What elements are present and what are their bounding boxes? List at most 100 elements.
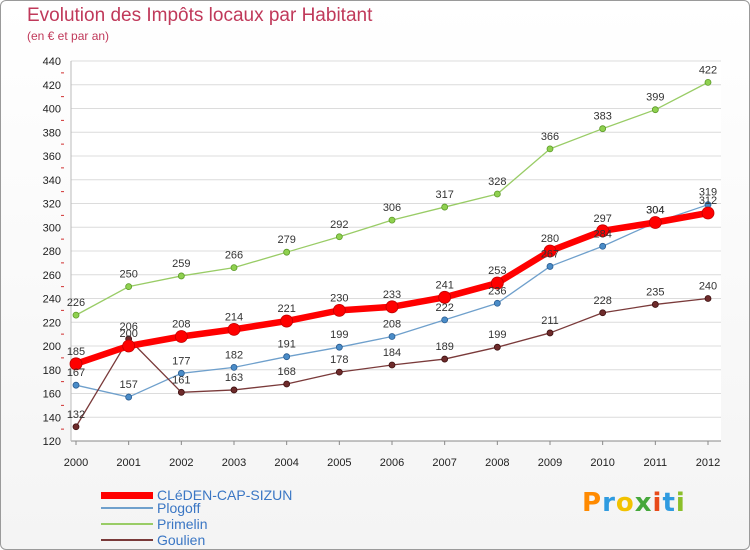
data-point: [230, 363, 238, 371]
y-tick-label: 140: [43, 412, 61, 424]
data-point: [543, 244, 557, 258]
data-label: 199: [488, 329, 506, 341]
logo-letter: i: [675, 488, 686, 518]
data-label: 221: [277, 303, 295, 315]
y-tick-label: 260: [43, 270, 61, 282]
data-point: [441, 203, 449, 211]
data-label: 383: [593, 111, 611, 123]
data-point: [72, 423, 80, 431]
data-label: 259: [172, 258, 190, 270]
legend-item: Plogoff: [101, 500, 200, 516]
y-tick-label: 240: [43, 294, 61, 306]
data-point: [177, 369, 185, 377]
y-tick-label: 180: [43, 365, 61, 377]
data-label: 319: [699, 187, 717, 199]
x-tick-label: 2000: [64, 457, 88, 469]
legend-item: Primelin: [101, 516, 208, 532]
x-tick-label: 2012: [696, 457, 720, 469]
data-label-layer: 226 250 259 266 279 292 306 317 328 366 383 399 422 1…: [67, 64, 717, 420]
data-point: [490, 276, 504, 290]
data-label: 366: [541, 131, 559, 143]
data-point: [388, 216, 396, 224]
data-label: 189: [435, 341, 453, 353]
legend-swatch: [101, 507, 153, 509]
data-label: 191: [277, 339, 295, 351]
data-point: [388, 333, 396, 340]
data-point: [546, 329, 554, 337]
data-label: 199: [330, 329, 348, 341]
legend-label: Goulien: [157, 532, 206, 548]
logo-letter: i: [652, 488, 663, 518]
data-point: [546, 145, 554, 153]
data-label: 177: [172, 355, 190, 367]
data-point: [177, 272, 185, 280]
series-2: [72, 78, 712, 319]
logo-letter: x: [634, 488, 653, 518]
data-point: [651, 106, 659, 114]
data-point: [283, 380, 291, 388]
data-label: 184: [383, 347, 401, 359]
data-point: [648, 216, 662, 229]
logo-letter: r: [602, 488, 616, 518]
chart-title: Evolution des Impôts locaux par Habitant: [27, 5, 373, 26]
data-point: [441, 316, 449, 324]
x-tick-label: 2001: [116, 457, 140, 469]
data-label: 328: [488, 176, 506, 188]
series-1: [72, 201, 712, 401]
series-0: [69, 206, 715, 371]
chart-subtitle: (en € et par an): [27, 29, 110, 43]
data-point: [72, 311, 80, 319]
y-tick-label: 380: [43, 127, 61, 139]
x-tick-label: 2006: [380, 457, 404, 469]
data-label: 168: [277, 366, 295, 378]
x-tick-label: 2011: [644, 457, 668, 469]
y-tick-label: 160: [43, 389, 61, 401]
data-label: 157: [119, 379, 137, 391]
data-label: 279: [277, 234, 295, 246]
logo-letter: t: [662, 488, 676, 518]
data-label: 132: [67, 409, 85, 421]
data-label: 267: [541, 248, 559, 260]
x-tick-label: 2005: [327, 457, 351, 469]
x-tick-label: 2010: [590, 457, 614, 469]
logo-letter: P: [582, 488, 603, 518]
y-tick-label: 340: [43, 175, 61, 187]
data-label: 182: [225, 349, 243, 361]
data-point: [280, 314, 294, 328]
data-point: [651, 301, 659, 308]
data-point: [283, 353, 291, 361]
data-label: 317: [435, 189, 453, 201]
data-label: 214: [225, 311, 243, 323]
data-point: [230, 264, 238, 272]
data-label: 312: [699, 195, 717, 207]
x-tick-label: 2008: [485, 457, 509, 469]
data-label: 235: [646, 286, 664, 298]
data-point: [177, 388, 185, 396]
data-point: [596, 224, 610, 238]
data-label: 185: [67, 346, 85, 358]
grid-layer: [71, 60, 721, 442]
data-label: 292: [330, 219, 348, 231]
data-point: [599, 125, 607, 133]
legend-swatch: [101, 539, 153, 541]
legend-item: Goulien: [101, 532, 205, 548]
data-label: 226: [67, 297, 85, 309]
data-point: [704, 78, 712, 86]
data-point: [388, 361, 396, 369]
y-tick-label: 320: [43, 199, 61, 211]
data-label: 167: [67, 367, 85, 379]
data-label: 422: [699, 64, 717, 76]
data-point: [125, 283, 133, 291]
data-point: [335, 233, 343, 241]
legend-label: Plogoff: [157, 500, 201, 516]
data-label: 241: [435, 279, 453, 291]
data-point: [230, 386, 238, 394]
x-tick-label: 2007: [432, 457, 456, 469]
data-label: 399: [646, 92, 664, 104]
data-point: [332, 303, 346, 317]
y-tick-label: 220: [43, 317, 61, 329]
proxiti-logo: Proxiti: [582, 488, 686, 518]
data-point: [72, 381, 80, 389]
data-label: 211: [541, 315, 559, 327]
